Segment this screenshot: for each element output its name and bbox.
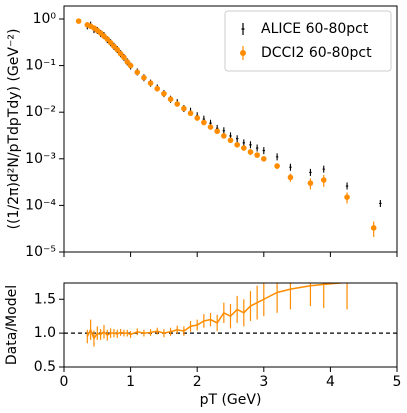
data-point bbox=[345, 182, 349, 190]
y-axis-label: Data/Model bbox=[4, 285, 20, 365]
x-tick-label: 1 bbox=[126, 374, 135, 390]
data-point bbox=[201, 119, 207, 126]
x-tick-label: 2 bbox=[193, 374, 202, 390]
x-tick-label: 4 bbox=[326, 374, 335, 390]
data-point bbox=[255, 144, 259, 152]
x-tick-label: 0 bbox=[60, 374, 69, 390]
data-point bbox=[161, 90, 167, 97]
x-tick-label: 5 bbox=[393, 374, 402, 390]
data-point bbox=[227, 137, 234, 144]
y-axis-label: ((1/2π)d²N/pTdpTdy) (GeV⁻²) bbox=[6, 29, 22, 230]
data-point bbox=[222, 127, 226, 135]
y-tick-label: 1.0 bbox=[34, 325, 56, 341]
y-tick-label: 0.5 bbox=[34, 359, 56, 375]
data-point bbox=[379, 199, 382, 207]
data-point bbox=[370, 225, 377, 231]
data-point bbox=[262, 147, 265, 155]
legend-box bbox=[224, 10, 392, 72]
data-point bbox=[241, 145, 247, 151]
x-axis-label: pT (GeV) bbox=[200, 392, 262, 408]
x-tick-label: 3 bbox=[259, 374, 268, 390]
data-point bbox=[287, 174, 294, 181]
data-point bbox=[124, 59, 131, 65]
data-point bbox=[247, 149, 254, 155]
data-point bbox=[249, 141, 252, 149]
data-point bbox=[117, 50, 124, 57]
data-point bbox=[114, 46, 121, 53]
data-point bbox=[194, 115, 200, 121]
legend-label: ALICE 60-80pct bbox=[261, 21, 369, 37]
data-point bbox=[174, 101, 181, 107]
data-point bbox=[235, 135, 239, 143]
data-point bbox=[134, 69, 141, 76]
data-point bbox=[274, 163, 280, 169]
y-tick-label: 10⁻⁵ bbox=[25, 244, 56, 260]
plot-area bbox=[86, 283, 348, 347]
data-point bbox=[275, 153, 279, 161]
y-tick-label: 1.5 bbox=[34, 291, 56, 307]
data-point bbox=[234, 141, 240, 148]
data-point bbox=[107, 39, 114, 46]
data-point bbox=[127, 62, 134, 69]
data-point bbox=[187, 110, 194, 117]
data-point bbox=[307, 180, 314, 186]
data-point bbox=[121, 54, 127, 61]
data-point bbox=[147, 80, 154, 86]
data-point bbox=[207, 124, 214, 130]
y-tick-label: 10⁰ bbox=[33, 11, 57, 27]
data-point bbox=[320, 177, 327, 183]
data-point bbox=[254, 152, 260, 158]
data-point bbox=[322, 165, 325, 173]
y-tick-label: 10⁻⁴ bbox=[25, 197, 56, 213]
data-point bbox=[141, 74, 147, 81]
data-point bbox=[261, 155, 267, 162]
data-point bbox=[181, 105, 187, 112]
data-point bbox=[309, 168, 312, 176]
data-point bbox=[289, 163, 292, 171]
data-point bbox=[221, 133, 227, 139]
plot-frame bbox=[63, 282, 398, 368]
data-point bbox=[167, 96, 174, 103]
data-point bbox=[242, 139, 246, 147]
legend-label: DCCI2 60-80pct bbox=[261, 45, 372, 61]
data-point bbox=[344, 194, 350, 200]
plot-area bbox=[75, 18, 382, 237]
y-tick-label: 10⁻¹ bbox=[25, 58, 56, 74]
y-tick-label: 10⁻² bbox=[25, 104, 56, 120]
data-point bbox=[75, 18, 82, 24]
data-point bbox=[214, 128, 220, 135]
plot-frame bbox=[63, 5, 398, 253]
y-tick-label: 10⁻³ bbox=[25, 151, 56, 167]
legend-marker bbox=[241, 23, 245, 35]
data-point bbox=[154, 85, 161, 92]
data-point bbox=[104, 36, 111, 42]
legend-marker bbox=[240, 50, 246, 56]
